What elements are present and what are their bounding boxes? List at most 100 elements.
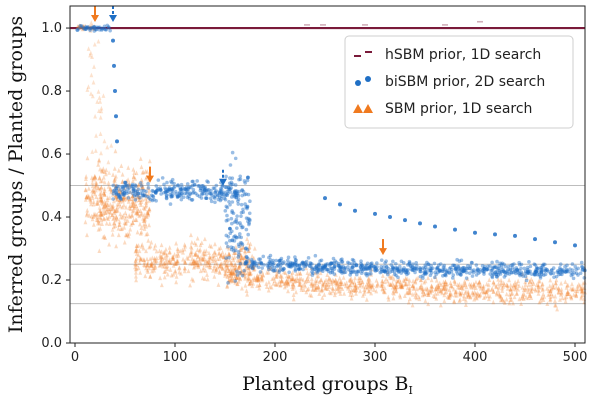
sbm-point [242, 270, 246, 276]
bisbm-point [245, 175, 250, 180]
sbm-point [201, 267, 206, 273]
sbm-point [172, 259, 177, 265]
bisbm-point [226, 244, 230, 249]
bisbm-point [540, 272, 544, 277]
sbm-point [174, 261, 179, 266]
bisbm-point [457, 267, 462, 271]
sbm-point [229, 271, 234, 276]
sbm-point [133, 264, 138, 270]
sbm-point [425, 285, 429, 291]
bisbm-point [453, 227, 457, 232]
bisbm-point [461, 269, 466, 273]
bisbm-point [120, 184, 125, 189]
sbm-point [483, 294, 488, 299]
sbm-point [274, 273, 279, 279]
bisbm-point [170, 193, 174, 198]
sbm-point [163, 268, 168, 274]
sbm-point [498, 297, 503, 303]
bisbm-point [287, 270, 291, 275]
sbm-point [457, 281, 462, 287]
bisbm-point [410, 268, 415, 273]
sbm-point [571, 286, 576, 292]
sbm-point [533, 288, 538, 293]
sbm-point [196, 262, 200, 268]
sbm-point [218, 261, 223, 267]
sbm-point [137, 213, 142, 219]
bisbm-point [367, 265, 372, 269]
bisbm-point [246, 216, 250, 221]
sbm-point [463, 280, 467, 286]
bisbm-point [304, 259, 309, 264]
sbm-point [243, 270, 248, 276]
bisbm-point [205, 188, 210, 192]
sbm-point [526, 295, 531, 301]
bisbm-point [513, 271, 518, 276]
bisbm-point [373, 211, 377, 216]
sbm-point [301, 277, 306, 283]
sbm-point [137, 260, 142, 265]
bisbm-point [461, 265, 465, 270]
sbm-point [494, 283, 499, 289]
sbm-point [512, 294, 517, 300]
bisbm-point [494, 265, 498, 270]
x-tick-label: 300 [363, 350, 388, 365]
sbm-point [130, 193, 135, 198]
bisbm-point [396, 275, 400, 280]
bisbm-point [390, 265, 395, 269]
sbm-point [342, 291, 347, 296]
sbm-point [225, 283, 230, 288]
sbm-point [242, 261, 247, 267]
y-tick-label: 1.0 [41, 21, 62, 36]
bisbm-point [136, 187, 141, 192]
bisbm-point [391, 266, 395, 271]
bisbm-point [270, 264, 274, 269]
bisbm-point [512, 262, 516, 266]
bisbm-point [204, 189, 209, 193]
bisbm-point [523, 274, 528, 279]
sbm-point [537, 299, 542, 305]
bisbm-point [338, 266, 343, 271]
bisbm-point [451, 263, 455, 268]
bisbm-point [382, 269, 387, 274]
sbm-point [141, 205, 146, 210]
sbm-point [220, 249, 225, 255]
sbm-point [114, 213, 118, 219]
sbm-point [478, 291, 483, 297]
bisbm-point [351, 268, 356, 273]
sbm-point [130, 220, 135, 225]
sbm-point [113, 195, 118, 200]
sbm-point [435, 291, 440, 296]
sbm-point [171, 271, 176, 277]
sbm-point [134, 210, 138, 216]
bisbm-point [243, 181, 248, 185]
bisbm-point [517, 271, 521, 276]
bisbm-point [230, 238, 235, 242]
sbm-point [120, 179, 125, 184]
bisbm-point [458, 267, 463, 271]
sbm-point [167, 258, 172, 264]
x-axis-title: Planted groups BI [242, 373, 413, 397]
bisbm-point [538, 265, 543, 270]
sbm-point [139, 244, 144, 249]
bisbm-point [319, 258, 324, 263]
bisbm-point [492, 272, 496, 276]
sbm-point [144, 214, 149, 219]
sbm-point [275, 272, 280, 278]
bisbm-point [218, 186, 223, 191]
bisbm-point [114, 186, 119, 191]
sbm-point [205, 258, 210, 264]
bisbm-point [80, 25, 85, 30]
sbm-point [324, 282, 329, 288]
bisbm-point [519, 262, 524, 267]
sbm-point [126, 165, 131, 170]
sbm-point [112, 210, 117, 216]
bisbm-point [568, 267, 572, 271]
sbm-point [159, 242, 164, 248]
sbm-point [117, 197, 122, 203]
sbm-point [374, 283, 379, 289]
sbm-point [88, 197, 93, 202]
sbm-point [195, 247, 200, 253]
sbm-point [419, 284, 424, 290]
bisbm-point [130, 184, 135, 189]
bisbm-point [237, 189, 241, 194]
